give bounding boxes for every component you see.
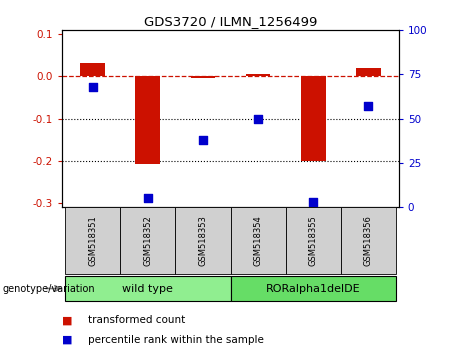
- Bar: [286, 207, 341, 274]
- Bar: [136, 76, 160, 164]
- Bar: [175, 207, 230, 274]
- Text: GSM518356: GSM518356: [364, 215, 373, 266]
- Bar: [65, 207, 120, 274]
- Point: [310, 199, 317, 205]
- Point: [144, 195, 151, 201]
- Point: [89, 84, 96, 90]
- Text: GSM518354: GSM518354: [254, 215, 263, 266]
- Title: GDS3720 / ILMN_1256499: GDS3720 / ILMN_1256499: [144, 15, 317, 28]
- Text: RORalpha1delDE: RORalpha1delDE: [266, 284, 361, 293]
- Text: GSM518353: GSM518353: [198, 215, 207, 266]
- Bar: [341, 207, 396, 274]
- Bar: [65, 276, 230, 301]
- Text: GSM518355: GSM518355: [309, 215, 318, 266]
- Bar: [230, 276, 396, 301]
- Bar: [301, 76, 325, 161]
- Bar: [80, 63, 105, 76]
- Bar: [190, 76, 215, 78]
- Text: ■: ■: [62, 335, 73, 345]
- Point: [365, 103, 372, 109]
- Bar: [356, 68, 381, 76]
- Text: wild type: wild type: [122, 284, 173, 293]
- Text: GSM518351: GSM518351: [88, 215, 97, 266]
- Text: percentile rank within the sample: percentile rank within the sample: [88, 335, 264, 345]
- Point: [199, 137, 207, 143]
- Text: GSM518352: GSM518352: [143, 215, 152, 266]
- Point: [254, 116, 262, 121]
- Bar: [120, 207, 175, 274]
- Bar: [246, 74, 271, 76]
- Text: transformed count: transformed count: [88, 315, 185, 325]
- Bar: [230, 207, 286, 274]
- Text: ■: ■: [62, 315, 73, 325]
- Text: genotype/variation: genotype/variation: [2, 284, 95, 293]
